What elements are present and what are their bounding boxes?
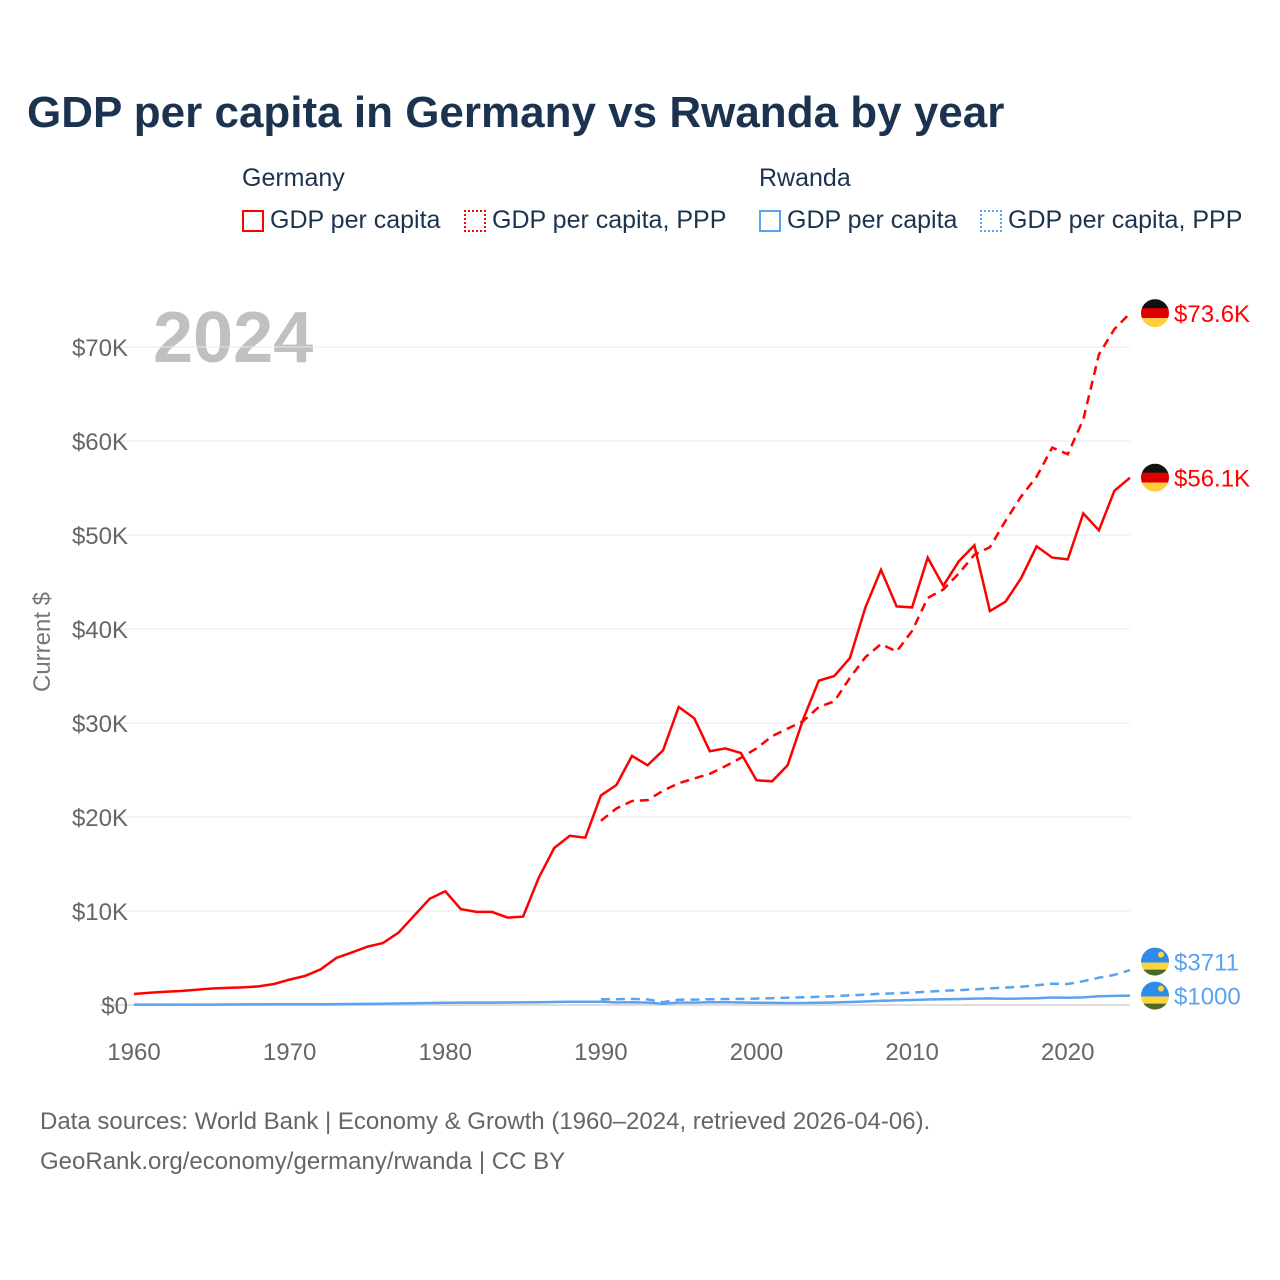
series-line-germany-gdp [133,476,1131,996]
footer-credit[interactable]: GeoRank.org/economy/germany/rwanda | CC … [40,1148,566,1175]
legend-group-germany: Germany [242,164,345,192]
rwanda-flag-icon [1141,981,1169,1010]
rwanda-flag-icon [1141,947,1169,976]
legend-germany-ppp[interactable]: GDP per capita, PPP [464,206,726,235]
germany-flag-icon [1141,299,1169,328]
series-line-rwanda-gdp [134,994,1131,1006]
y-tick-label: $30K [72,711,128,738]
x-tick-label: 1990 [574,1039,627,1066]
end-value-label: $3711 [1174,950,1239,977]
x-tick-label: 1960 [107,1039,160,1066]
y-axis-label: Current $ [29,592,56,692]
end-value-label: $1000 [1174,984,1241,1011]
y-tick-label: $10K [72,899,128,926]
x-tick-label: 1980 [419,1039,472,1066]
x-tick-label: 2020 [1041,1039,1094,1066]
legend-swatch-dotted [464,209,486,232]
end-value-label: $56.1K [1174,466,1250,493]
year-watermark: 2024 [153,298,313,378]
legend-label: GDP per capita, PPP [1008,206,1243,234]
legend-swatch-dotted [980,209,1002,232]
legend-swatch-solid [759,209,781,232]
legend-label: GDP per capita, PPP [492,206,727,234]
chart-title: GDP per capita in Germany vs Rwanda by y… [27,88,1005,137]
legend-label: GDP per capita [787,206,958,234]
end-value-label: $73.6K [1174,301,1250,328]
footer-sources: Data sources: World Bank | Economy & Gro… [40,1108,931,1135]
legend-swatch-solid [242,209,264,232]
y-tick-label: $50K [72,523,128,550]
y-tick-label: $60K [72,429,128,456]
legend-label: GDP per capita [270,206,441,234]
legend-rwanda-gdp[interactable]: GDP per capita [759,206,957,235]
y-tick-label: $70K [72,335,128,362]
germany-flag-icon [1141,463,1169,492]
y-tick-label: $20K [72,805,128,832]
y-tick-label: $0 [101,993,128,1020]
y-tick-label: $40K [72,617,128,644]
legend-group-rwanda: Rwanda [759,164,851,192]
series-line-germany-ppp [600,312,1131,822]
x-tick-label: 1970 [263,1039,316,1066]
x-tick-label: 2010 [885,1039,938,1066]
legend-germany-gdp[interactable]: GDP per capita [242,206,440,235]
legend-rwanda-ppp[interactable]: GDP per capita, PPP [980,206,1242,235]
x-tick-label: 2000 [730,1039,783,1066]
series-line-rwanda-ppp [600,968,1131,1004]
